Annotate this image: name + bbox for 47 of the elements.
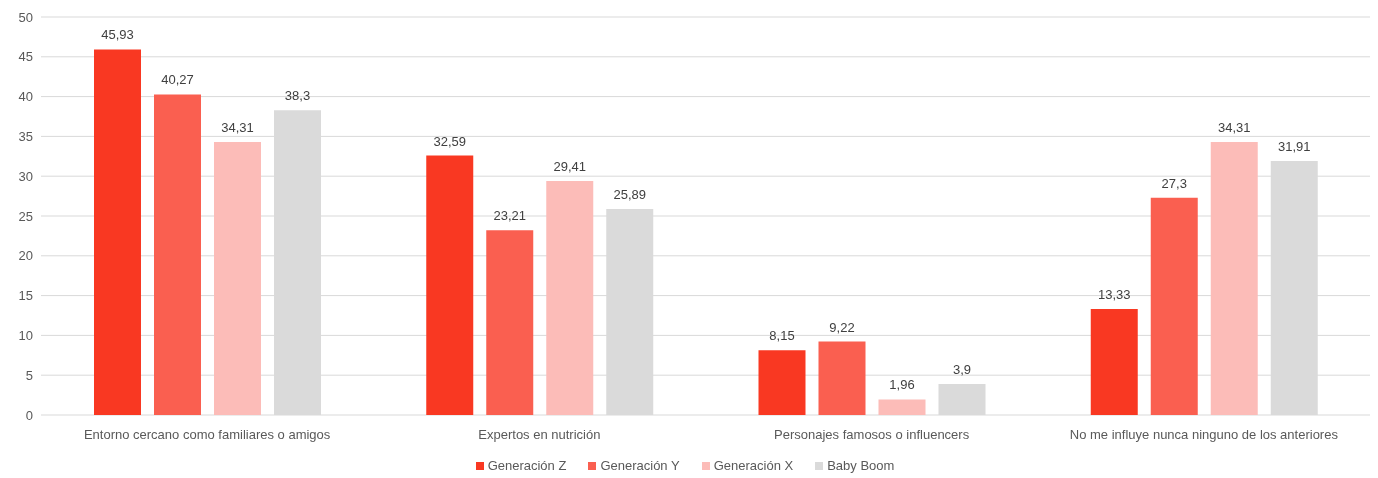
data-label: 31,91: [1277, 139, 1311, 154]
y-tick-label: 10: [18, 328, 33, 344]
data-label: 13,33: [1097, 286, 1131, 302]
bar: [758, 350, 806, 415]
x-tick-label: Personajes famosos o influencers: [774, 427, 970, 442]
bar: [1090, 308, 1138, 415]
bar: [154, 94, 201, 415]
data-label: 38,3: [284, 88, 311, 104]
y-tick-label: 35: [18, 129, 33, 145]
legend-label: Generación Z: [486, 457, 567, 475]
x-tick-label: Entorno cercano como familiares o amigos: [83, 427, 331, 442]
y-tick-label: 30: [18, 168, 33, 184]
data-label: 29,41: [553, 158, 587, 174]
bar: [486, 230, 534, 415]
data-label: 9,22: [829, 319, 855, 335]
data-label: 8,15: [769, 328, 795, 344]
bar: [546, 180, 594, 415]
y-tick-label: 25: [18, 208, 33, 224]
y-tick-label: 40: [18, 89, 33, 105]
y-tick-label: 5: [25, 367, 33, 383]
data-label: 32,59: [433, 133, 467, 149]
bar: [878, 399, 926, 415]
bar: [1210, 141, 1258, 415]
y-tick-label: 45: [18, 49, 33, 65]
data-label: 34,31: [221, 119, 254, 135]
bar: [426, 155, 474, 415]
data-label: 23,21: [493, 208, 527, 224]
x-tick-label: No me influye nunca ninguno de los anteriores: [1069, 427, 1339, 442]
data-label: 27,3: [1161, 175, 1187, 191]
y-tick-label: 50: [18, 9, 33, 25]
legend-label: Generación X: [712, 457, 794, 475]
y-tick-label: 20: [18, 248, 33, 264]
legend-label: Baby Boom: [826, 457, 895, 475]
data-label: 3,9: [952, 361, 972, 377]
y-tick-label: 0: [25, 407, 33, 423]
data-label: 25,89: [613, 186, 647, 202]
data-label: 34,31: [1217, 119, 1251, 135]
bar: [94, 49, 141, 415]
bar: [818, 341, 866, 415]
data-label: 1,96: [889, 377, 915, 393]
legend-label: Generación Y: [599, 457, 680, 475]
data-label: 45,93: [101, 27, 134, 43]
data-label: 40,27: [161, 72, 194, 88]
bar: [1150, 197, 1198, 415]
bar: [214, 141, 261, 415]
y-tick-label: 15: [18, 288, 33, 304]
x-tick-label: Expertos en nutrición: [478, 427, 601, 442]
